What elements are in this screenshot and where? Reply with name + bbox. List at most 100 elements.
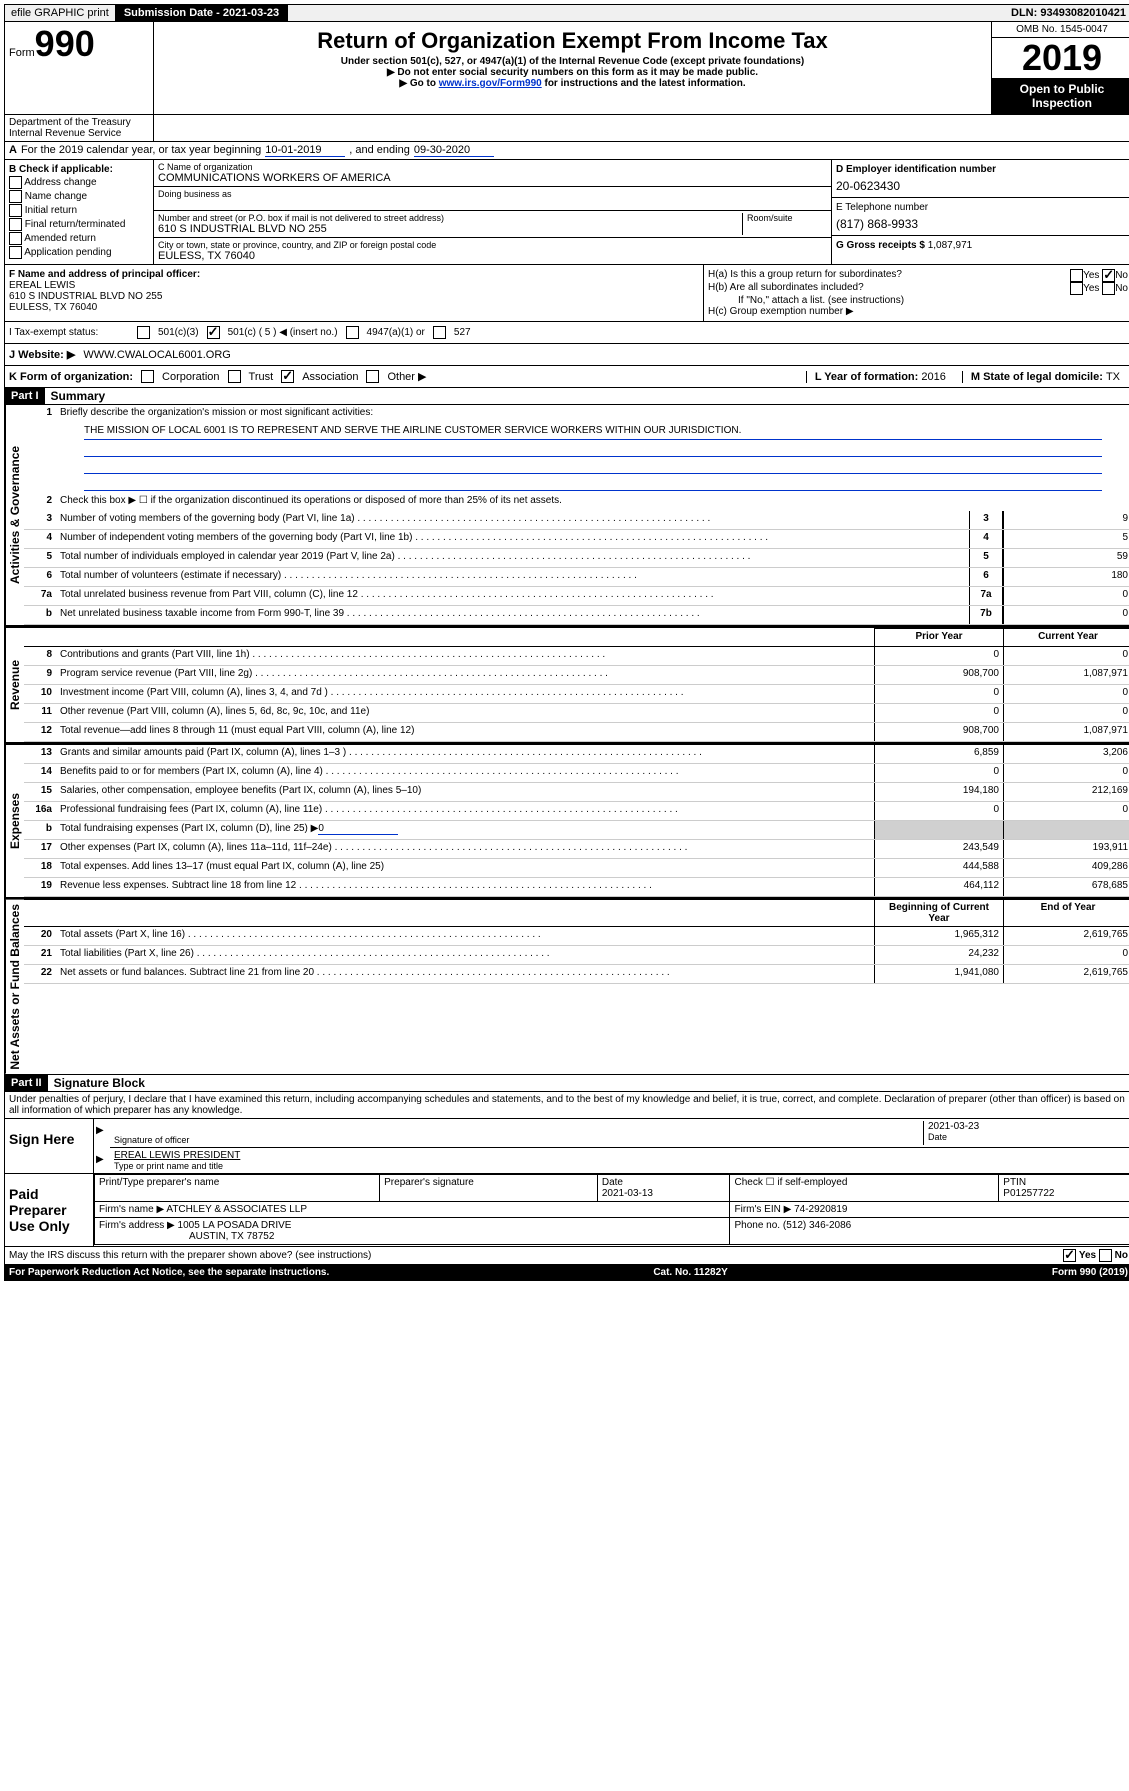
firm-name: ATCHLEY & ASSOCIATES LLP (166, 1204, 307, 1215)
line17-prior: 243,549 (874, 840, 1003, 858)
form-number-box: Form990 (5, 22, 154, 114)
line2-desc: Check this box ▶ ☐ if the organization d… (56, 493, 1129, 511)
line11-cur: 0 (1003, 704, 1129, 722)
addr-label: Number and street (or P.O. box if mail i… (158, 213, 742, 223)
line9-cur: 1,087,971 (1003, 666, 1129, 684)
line4-desc: Number of independent voting members of … (56, 530, 969, 548)
perjury-text: Under penalties of perjury, I declare th… (5, 1092, 1129, 1119)
line9-desc: Program service revenue (Part VIII, line… (56, 666, 874, 684)
line8-desc: Contributions and grants (Part VIII, lin… (56, 647, 874, 665)
sig-date-label: Date (928, 1132, 1128, 1142)
dln-label: DLN: 93493082010421 (1005, 5, 1129, 21)
discuss-yes[interactable] (1063, 1249, 1076, 1262)
cb-assoc[interactable] (281, 370, 294, 383)
line5-desc: Total number of individuals employed in … (56, 549, 969, 567)
submission-date-button[interactable]: Submission Date - 2021-03-23 (116, 5, 288, 21)
section-bcd: B Check if applicable: Address change Na… (4, 160, 1129, 265)
efile-label[interactable]: efile GRAPHIC print (5, 5, 116, 21)
line13-prior: 6,859 (874, 745, 1003, 763)
firm-phone: (512) 346-2086 (783, 1220, 851, 1231)
cb-name-change[interactable]: Name change (9, 190, 149, 203)
gross-label: G Gross receipts $ (836, 240, 928, 251)
firm-phone-label: Phone no. (734, 1220, 782, 1231)
part1-bar: Part I Summary (4, 388, 1129, 405)
note-2: ▶ Go to www.irs.gov/Form990 for instruct… (158, 78, 987, 89)
line3-val: 9 (1003, 511, 1129, 529)
officer-label: F Name and address of principal officer: (9, 269, 699, 280)
cb-501c[interactable] (207, 326, 220, 339)
cb-app-pending[interactable]: Application pending (9, 246, 149, 259)
col-c: C Name of organization COMMUNICATIONS WO… (154, 160, 831, 264)
vlabel-expenses: Expenses (5, 745, 24, 897)
cb-address-change[interactable]: Address change (9, 176, 149, 189)
current-year-header: Current Year (1003, 628, 1129, 646)
hb-yes[interactable] (1070, 282, 1083, 295)
open-inspection: Open to Public Inspection (992, 78, 1129, 114)
line11-desc: Other revenue (Part VIII, column (A), li… (56, 704, 874, 722)
cb-amended[interactable]: Amended return (9, 232, 149, 245)
prep-sig-label: Preparer's signature (380, 1174, 598, 1201)
cb-other[interactable] (366, 370, 379, 383)
line7a-desc: Total unrelated business revenue from Pa… (56, 587, 969, 605)
prep-name-label: Print/Type preparer's name (95, 1174, 380, 1201)
line22-desc: Net assets or fund balances. Subtract li… (56, 965, 874, 983)
netassets-section: Net Assets or Fund Balances Beginning of… (4, 898, 1129, 1075)
line14-prior: 0 (874, 764, 1003, 782)
line5-val: 59 (1003, 549, 1129, 567)
officer-addr1: 610 S INDUSTRIAL BLVD NO 255 (9, 291, 699, 302)
row-a-mid: , and ending (349, 144, 410, 156)
paid-preparer-label: Paid Preparer Use Only (5, 1174, 94, 1246)
row-fh: F Name and address of principal officer:… (4, 265, 1129, 322)
row-a-label: A (9, 144, 17, 156)
line21-prior: 24,232 (874, 946, 1003, 964)
dba-label: Doing business as (158, 189, 827, 199)
sig-date-value: 2021-03-23 (928, 1121, 1128, 1132)
preparer-table: Print/Type preparer's name Preparer's si… (94, 1174, 1129, 1245)
footer-bar: For Paperwork Reduction Act Notice, see … (4, 1265, 1129, 1281)
phone-label: E Telephone number (836, 202, 1128, 213)
line13-cur: 3,206 (1003, 745, 1129, 763)
line13-desc: Grants and similar amounts paid (Part IX… (56, 745, 874, 763)
line16b-val: 0 (318, 823, 398, 835)
row-a-text: For the 2019 calendar year, or tax year … (21, 144, 261, 156)
discuss-no[interactable] (1099, 1249, 1112, 1262)
year-box: OMB No. 1545-0047 2019 Open to Public In… (991, 22, 1129, 114)
self-employed-check[interactable]: Check ☐ if self-employed (730, 1174, 999, 1201)
col-b: B Check if applicable: Address change Na… (5, 160, 154, 264)
cb-501c3[interactable] (137, 326, 150, 339)
hb-note: If "No," attach a list. (see instruction… (708, 295, 1128, 306)
line20-prior: 1,965,312 (874, 927, 1003, 945)
line8-cur: 0 (1003, 647, 1129, 665)
irs-link[interactable]: www.irs.gov/Form990 (439, 78, 542, 89)
cb-corp[interactable] (141, 370, 154, 383)
cb-initial-return[interactable]: Initial return (9, 204, 149, 217)
line16b-cur (1003, 821, 1129, 839)
cb-4947[interactable] (346, 326, 359, 339)
discuss-row: May the IRS discuss this return with the… (4, 1247, 1129, 1265)
note2-pre: ▶ Go to (399, 78, 438, 89)
hb-label: H(b) Are all subordinates included? (708, 282, 864, 295)
revenue-section: Revenue Prior YearCurrent Year 8Contribu… (4, 626, 1129, 743)
cb-527[interactable] (433, 326, 446, 339)
officer-addr2: EULESS, TX 76040 (9, 302, 699, 313)
phone-value: (817) 868-9933 (836, 217, 1128, 231)
firm-name-label: Firm's name ▶ (99, 1204, 166, 1215)
line14-cur: 0 (1003, 764, 1129, 782)
line18-desc: Total expenses. Add lines 13–17 (must eq… (56, 859, 874, 877)
line16a-cur: 0 (1003, 802, 1129, 820)
note-1: ▶ Do not enter social security numbers o… (158, 67, 987, 78)
note2-post: for instructions and the latest informat… (542, 78, 746, 89)
row-a: A For the 2019 calendar year, or tax yea… (4, 142, 1129, 160)
ha-yes[interactable] (1070, 269, 1083, 282)
hb-no[interactable] (1102, 282, 1115, 295)
line22-prior: 1,941,080 (874, 965, 1003, 983)
line6-desc: Total number of volunteers (estimate if … (56, 568, 969, 586)
cb-trust[interactable] (228, 370, 241, 383)
line15-prior: 194,180 (874, 783, 1003, 801)
cb-final-return[interactable]: Final return/terminated (9, 218, 149, 231)
part2-bar: Part II Signature Block (4, 1075, 1129, 1092)
form-header: Form990 Return of Organization Exempt Fr… (4, 22, 1129, 115)
tax-year: 2019 (992, 38, 1129, 78)
ha-no[interactable] (1102, 269, 1115, 282)
line19-cur: 678,685 (1003, 878, 1129, 896)
